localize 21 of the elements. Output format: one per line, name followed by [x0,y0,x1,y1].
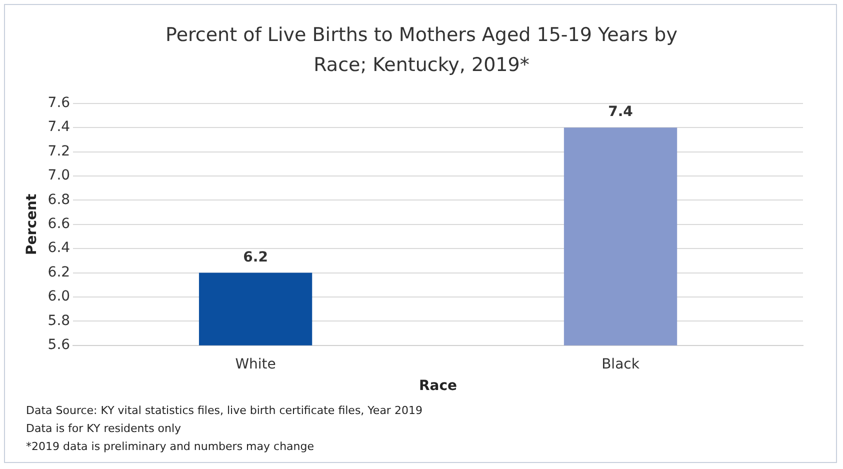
y-tick-label: 5.8 [48,312,70,329]
y-tick-label: 7.6 [48,95,70,112]
y-axis-title: Percent [24,194,40,255]
text: Data is for KY residents only [26,421,182,437]
data-label: 6.2 [243,249,268,266]
source-note: Data Source: KY vital statistics files, live birth certificate files, Year 2019 [26,403,422,419]
x-tick-label: White [235,356,276,372]
y-tick-label: 6.4 [48,240,70,256]
y-tick-label: 7.0 [48,168,70,184]
data-label: 7.4 [608,104,634,120]
chart-title: Percent of Live Births to Mothers Aged 15-19 Years by Race; Kentucky, 2019* [164,23,678,78]
x-tick-label: Black [602,356,640,372]
x-axis-title: Race [419,378,458,394]
y-tick-label: 6.6 [48,216,70,232]
y-tick-label: 6.0 [48,288,70,305]
y-tick-label: 6.8 [48,192,70,208]
y-tick-label: 5.6 [48,337,70,354]
y-tick-label: 7.2 [48,143,70,160]
text: *2019 data is preliminary and numbers may change [26,439,315,455]
y-tick-label: 6.2 [48,264,70,280]
y-tick-label: 7.4 [48,119,70,136]
